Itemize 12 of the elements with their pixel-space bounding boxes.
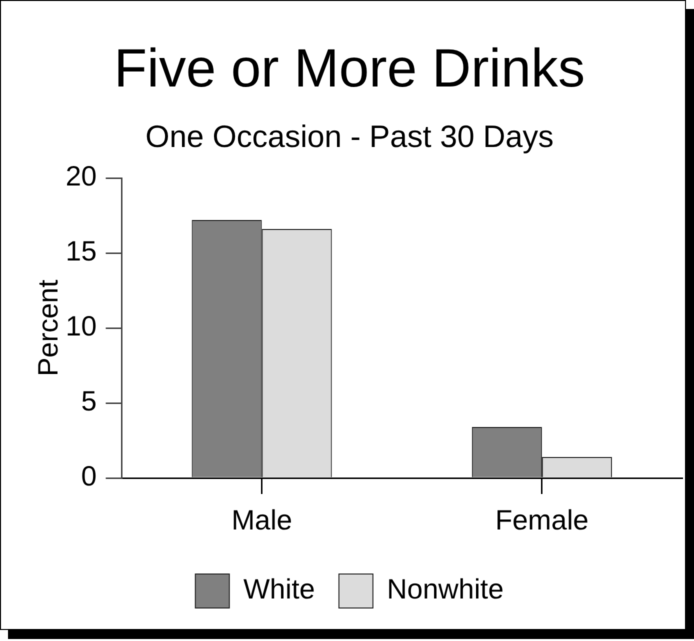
y-tick-label: 20 [66,160,97,192]
y-tick-label: 10 [66,310,97,342]
chart-title: Five or More Drinks [114,38,586,98]
y-tick-label: 15 [66,236,97,267]
legend-label: Nonwhite [386,574,504,605]
chart-subtitle: One Occasion - Past 30 Days [145,118,554,154]
x-tick-label: Male [231,504,292,536]
y-tick-label: 0 [81,460,97,492]
x-tick-label: Female [495,504,589,536]
y-tick-label: 5 [81,386,97,417]
legend-label: White [243,574,315,605]
y-axis-title: Percent [32,280,64,376]
